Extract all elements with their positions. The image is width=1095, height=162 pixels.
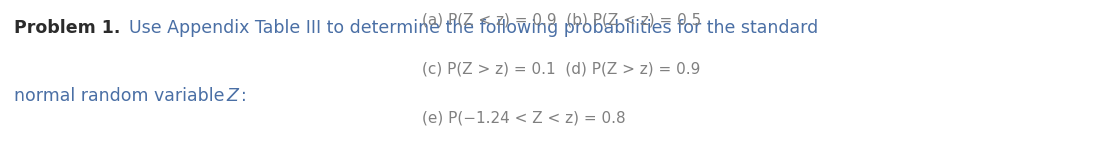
Text: Use Appendix Table III to determine the following probabilities for the standard: Use Appendix Table III to determine the … bbox=[129, 19, 818, 37]
Text: normal random variable: normal random variable bbox=[14, 87, 230, 105]
Text: Z: Z bbox=[227, 87, 239, 105]
Text: :: : bbox=[241, 87, 246, 105]
Text: (a) P(Z < z) = 0.9  (b) P(Z < z) = 0.5: (a) P(Z < z) = 0.9 (b) P(Z < z) = 0.5 bbox=[422, 13, 701, 28]
Text: Problem 1.: Problem 1. bbox=[14, 19, 120, 37]
Text: (e) P(−1.24 < Z < z) = 0.8: (e) P(−1.24 < Z < z) = 0.8 bbox=[422, 110, 625, 125]
Text: (c) P(Z > z) = 0.1  (d) P(Z > z) = 0.9: (c) P(Z > z) = 0.1 (d) P(Z > z) = 0.9 bbox=[422, 62, 700, 77]
